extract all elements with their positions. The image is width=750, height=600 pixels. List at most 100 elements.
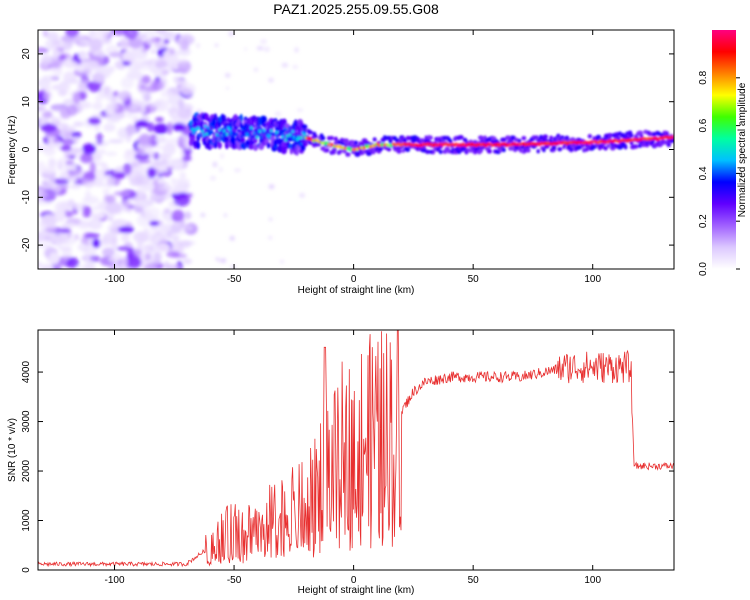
noise-blob: [172, 122, 186, 132]
noise-blob: [54, 201, 67, 214]
ridge-core: [206, 126, 210, 130]
sparse-speck: [225, 86, 230, 90]
sparse-speck: [263, 46, 270, 52]
ridge-core: [239, 134, 243, 138]
spectrogram-xtick-label: -50: [227, 274, 242, 285]
ridge-core: [252, 131, 256, 135]
noise-blob: [52, 49, 61, 59]
ridge-core: [241, 127, 245, 131]
noise-blob: [95, 161, 107, 166]
ridge-halo: [508, 146, 514, 151]
noise-blob: [79, 100, 90, 110]
noise-blob: [83, 60, 100, 71]
noise-blob: [63, 60, 79, 69]
noise-blob: [43, 86, 52, 92]
ridge-core: [196, 126, 200, 130]
ridge-halo: [666, 142, 671, 148]
sparse-speck: [215, 257, 220, 261]
ridge-halo: [562, 144, 566, 150]
noise-blob: [116, 246, 131, 251]
noise-blob: [38, 146, 49, 152]
noise-blob: [93, 212, 106, 219]
noise-blob: [125, 112, 134, 119]
ridge-halo: [402, 138, 408, 143]
ridge-core: [242, 130, 246, 134]
ridge-halo: [248, 144, 255, 150]
ridge-core: [284, 138, 288, 142]
ridge-halo: [472, 139, 478, 145]
ridge-halo: [521, 136, 527, 141]
ridge-halo: [281, 145, 288, 155]
ridge-halo: [517, 138, 522, 144]
ridge-halo: [651, 139, 655, 144]
ridge-core: [228, 127, 232, 132]
ridge-core: [198, 133, 202, 137]
ridge-core: [259, 135, 263, 140]
noise-blob: [73, 121, 84, 127]
noise-blob: [143, 92, 151, 103]
noise-blob: [63, 71, 77, 84]
ridge-halo: [301, 124, 308, 130]
noise-blob: [182, 155, 192, 162]
noise-blob: [79, 39, 85, 46]
ridge-halo: [217, 141, 222, 149]
noise-blob: [176, 240, 193, 247]
noise-blob: [106, 95, 114, 101]
noise-blob: [63, 210, 74, 218]
noise-blob: [122, 199, 132, 213]
noise-blob: [163, 39, 170, 44]
ridge-halo: [300, 144, 306, 152]
noise-blob: [173, 76, 180, 83]
noise-blob: [38, 106, 47, 111]
ridge-halo: [431, 149, 436, 155]
noise-blob: [153, 144, 164, 150]
snr-ytick-label: 3000: [21, 410, 32, 433]
noise-blob: [86, 255, 93, 268]
ridge-halo: [428, 135, 433, 140]
noise-blob: [84, 190, 92, 200]
noise-blob: [107, 177, 115, 186]
colorbar-tick-label: 0.4: [698, 166, 709, 180]
ridge-core: [235, 132, 239, 136]
spectrogram-ytick-label: -10: [21, 190, 32, 205]
noise-blob: [166, 166, 174, 171]
noise-blob: [137, 80, 147, 94]
ridge-core: [251, 135, 255, 139]
noise-blob: [46, 31, 59, 41]
noise-blob: [42, 110, 53, 119]
noise-blob: [47, 138, 54, 151]
noise-blob: [171, 209, 185, 222]
noise-blob: [184, 211, 192, 220]
sparse-speck: [268, 78, 274, 83]
ridge-halo: [486, 149, 493, 154]
noise-blob: [38, 243, 52, 249]
ridge-halo: [551, 145, 557, 150]
ridge-halo: [204, 113, 209, 121]
noise-blob: [155, 117, 164, 123]
sparse-speck: [299, 192, 305, 198]
sparse-speck: [228, 31, 234, 37]
noise-blob: [146, 37, 157, 45]
ridge-halo: [448, 139, 453, 144]
ridge-core: [192, 130, 196, 134]
noise-blob: [67, 199, 75, 209]
noise-blob: [178, 47, 191, 56]
sparse-speck: [279, 260, 285, 264]
noise-blob: [119, 38, 125, 48]
ridge-halo: [252, 143, 259, 151]
noise-blob: [88, 30, 97, 39]
noise-blob: [43, 225, 57, 231]
ridge-halo: [587, 134, 593, 139]
noise-blob: [113, 191, 131, 196]
ridge-halo: [251, 115, 257, 121]
sparse-speck: [225, 73, 231, 78]
ridge-core: [268, 133, 272, 137]
ridge-core: [201, 129, 204, 134]
noise-blob: [120, 76, 134, 89]
sparse-speck: [223, 213, 228, 218]
noise-blob: [38, 261, 43, 269]
noise-blob: [157, 184, 172, 192]
ridge-halo: [435, 147, 441, 152]
snr-xtick-label: 50: [468, 575, 480, 586]
